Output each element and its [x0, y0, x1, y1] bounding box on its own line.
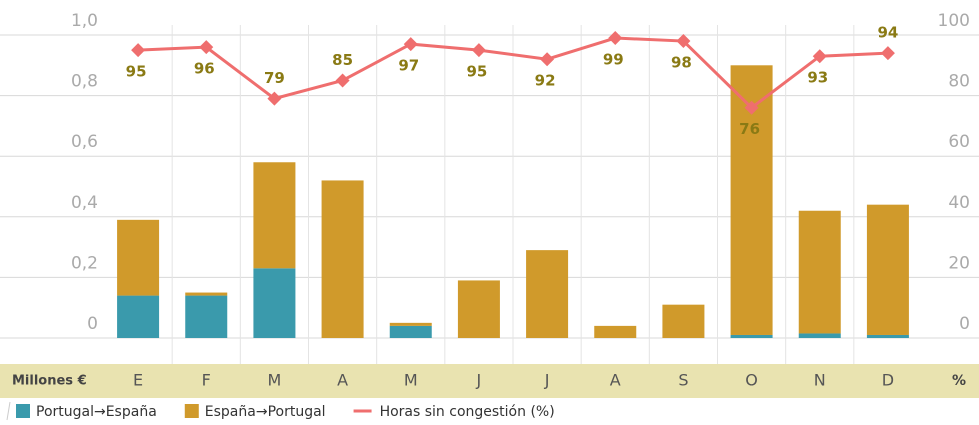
bar-segment — [321, 180, 364, 338]
bar-segment — [526, 250, 569, 338]
data-label: 96 — [194, 60, 215, 78]
y2-tick-label: 20 — [948, 253, 970, 273]
y-tick-label: 0 — [87, 314, 98, 334]
marker — [335, 73, 350, 88]
y-tick-label: 0,2 — [71, 253, 98, 273]
data-label: 95 — [126, 63, 147, 81]
marker — [540, 52, 555, 67]
marker — [199, 40, 214, 55]
data-label: 85 — [332, 51, 353, 69]
x-tick-label: M — [268, 371, 282, 390]
bar-segment — [866, 204, 909, 335]
y-axis-label: Millones € — [12, 374, 87, 389]
data-label: 93 — [807, 69, 828, 87]
x-tick-label: J — [544, 371, 550, 390]
legend-swatch — [184, 404, 199, 418]
bar-segment — [117, 219, 160, 296]
bar-segment — [594, 325, 637, 338]
y-tick-label: 1,0 — [71, 11, 98, 31]
y-tick-label: 0,4 — [71, 193, 98, 213]
data-label: 92 — [535, 72, 556, 90]
y2-axis-label: % — [952, 373, 966, 389]
bar-segment — [185, 292, 228, 296]
x-tick-label: J — [476, 371, 482, 390]
marker — [131, 43, 146, 58]
x-tick-label: M — [404, 371, 418, 390]
legend-label: Portugal→España — [36, 404, 157, 420]
data-label: 79 — [264, 69, 285, 87]
x-tick-label: O — [745, 371, 758, 390]
bar-segment — [798, 210, 841, 334]
legend-swatch — [16, 404, 30, 418]
category-strip — [0, 364, 979, 398]
bar-segment — [866, 334, 909, 338]
x-tick-label: N — [814, 371, 826, 390]
data-label: 97 — [398, 57, 419, 75]
marker — [812, 49, 827, 64]
legend-label: España→Portugal — [205, 404, 326, 420]
y2-tick-label: 0 — [959, 314, 970, 334]
y2-tick-label: 80 — [948, 72, 970, 92]
data-label: 95 — [466, 63, 487, 81]
x-tick-label: F — [202, 371, 211, 390]
bar-segment — [185, 295, 228, 338]
marker — [880, 46, 895, 61]
x-tick-label: A — [337, 371, 348, 390]
y2-tick-label: 40 — [948, 193, 970, 213]
marker — [471, 43, 486, 58]
x-tick-label: A — [610, 371, 621, 390]
data-label: 98 — [671, 54, 692, 72]
y-tick-label: 0,8 — [71, 72, 98, 92]
marker — [267, 91, 282, 106]
data-label: 94 — [877, 24, 898, 42]
bar-segment — [253, 162, 296, 269]
bar-segment — [389, 325, 432, 338]
marker — [403, 37, 418, 52]
y-tick-label: 0,6 — [71, 132, 98, 152]
bar-segment — [662, 304, 705, 338]
x-tick-label: E — [133, 371, 143, 390]
marker — [744, 100, 759, 115]
data-label: 99 — [603, 51, 624, 69]
bar-segment — [798, 333, 841, 338]
bar-segment — [389, 322, 432, 326]
x-tick-label: S — [678, 371, 688, 390]
x-tick-label: D — [882, 371, 894, 390]
marker — [608, 31, 623, 46]
decor — [6, 401, 11, 421]
bar-segment — [117, 295, 160, 338]
data-label: 76 — [739, 120, 760, 138]
bar-segment — [457, 280, 500, 338]
y2-tick-label: 100 — [938, 11, 970, 31]
legend-label: Horas sin congestión (%) — [380, 404, 555, 420]
marker — [676, 34, 691, 49]
y2-tick-label: 60 — [948, 132, 970, 152]
bar-segment — [730, 334, 773, 338]
line — [138, 36, 888, 110]
bar-segment — [253, 268, 296, 338]
